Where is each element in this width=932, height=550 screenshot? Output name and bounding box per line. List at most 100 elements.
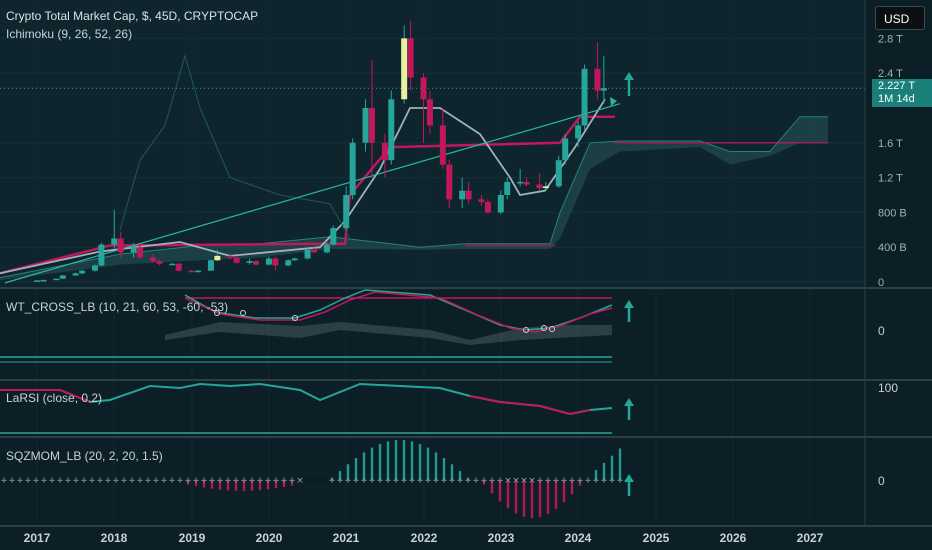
sqz-cross: + bbox=[48, 476, 56, 486]
candle bbox=[207, 259, 214, 271]
sqz-cross: + bbox=[120, 476, 128, 486]
candle-body bbox=[91, 265, 98, 271]
candle-body bbox=[72, 273, 79, 276]
sqz-cross: + bbox=[80, 476, 88, 486]
sqz-momentum-bar bbox=[538, 480, 542, 518]
larsi-line-early bbox=[0, 389, 91, 403]
sqz-momentum-bar bbox=[578, 480, 582, 486]
candle-body bbox=[175, 263, 182, 271]
candle bbox=[426, 90, 433, 135]
sqz-cross: + bbox=[128, 476, 136, 486]
candle-body bbox=[542, 186, 549, 189]
sqz-cross: + bbox=[208, 476, 216, 486]
candle bbox=[79, 269, 86, 275]
candle bbox=[111, 209, 118, 249]
sqz-momentum-bar bbox=[194, 480, 198, 487]
sqz-cross: + bbox=[184, 476, 192, 486]
sqz-up-arrow bbox=[624, 474, 634, 482]
y-tick-label: 2.4 T bbox=[878, 68, 903, 80]
candle bbox=[310, 247, 317, 254]
candle-body bbox=[555, 160, 562, 187]
wt-cross-dot bbox=[523, 327, 529, 333]
candle bbox=[246, 258, 253, 265]
sqz-cross: + bbox=[24, 476, 32, 486]
candle-body bbox=[523, 181, 530, 185]
candle bbox=[517, 168, 524, 187]
sqz-cross: + bbox=[224, 476, 232, 486]
sqz-cross: × bbox=[296, 476, 304, 486]
sqz-cross: + bbox=[352, 476, 360, 486]
sqz-momentum-bar bbox=[202, 480, 206, 488]
candle-body bbox=[465, 190, 472, 200]
wt2-line bbox=[184, 291, 613, 333]
sqz-cross: × bbox=[304, 476, 312, 486]
candle-body bbox=[349, 142, 356, 195]
sqz-cross: + bbox=[400, 476, 408, 486]
candle-body bbox=[291, 258, 298, 261]
sqz-cross: + bbox=[136, 476, 144, 486]
candle bbox=[555, 155, 562, 189]
candle bbox=[594, 42, 601, 100]
sqz-momentum-bar bbox=[506, 480, 510, 509]
candle-body bbox=[79, 270, 86, 274]
sqz-momentum-bar bbox=[530, 480, 534, 518]
sqz-momentum-bar bbox=[402, 440, 406, 480]
sqz-momentum-bar bbox=[186, 480, 190, 485]
sqz-cross: + bbox=[488, 476, 496, 486]
sqz-cross: + bbox=[344, 476, 352, 486]
sqz-cross: + bbox=[616, 476, 624, 486]
sqz-momentum-bar bbox=[242, 480, 246, 491]
sqz-zero-label: 0 bbox=[878, 474, 885, 488]
candle bbox=[420, 73, 427, 143]
sqz-momentum-bar bbox=[250, 480, 254, 491]
sqz-cross: + bbox=[576, 476, 584, 486]
sqz-momentum-bar bbox=[410, 441, 414, 480]
sqz-cross: × bbox=[520, 476, 528, 486]
main-up-arrow bbox=[624, 72, 634, 80]
candle-body bbox=[446, 164, 453, 200]
candle-body bbox=[504, 181, 511, 195]
sqz-cross: + bbox=[16, 476, 24, 486]
x-tick-label: 2022 bbox=[411, 531, 438, 545]
chikou-span bbox=[119, 53, 351, 239]
candle bbox=[362, 99, 369, 152]
candle bbox=[368, 60, 375, 178]
candle bbox=[149, 254, 156, 263]
candle-body bbox=[137, 247, 144, 258]
sqz-cross: + bbox=[88, 476, 96, 486]
candle bbox=[407, 21, 414, 91]
sqz-cross: + bbox=[448, 476, 456, 486]
candle bbox=[98, 242, 105, 267]
sqz-cross: + bbox=[536, 476, 544, 486]
sqz-momentum-bar bbox=[418, 443, 422, 480]
sqz-cross: + bbox=[384, 476, 392, 486]
sqz-cross: + bbox=[552, 476, 560, 486]
sqz-momentum-bar bbox=[466, 478, 470, 480]
sqz-momentum-bar bbox=[562, 480, 566, 503]
sqz-momentum-bar bbox=[330, 478, 334, 480]
candle-body bbox=[272, 258, 279, 266]
candle bbox=[523, 177, 530, 187]
wt-cross-dot bbox=[292, 315, 298, 321]
candle bbox=[459, 177, 466, 209]
sqz-momentum-bar bbox=[602, 462, 606, 480]
wt-zero-label: 0 bbox=[878, 324, 885, 338]
sqz-cross: + bbox=[328, 476, 336, 486]
candle-body bbox=[536, 184, 543, 189]
larsi-up-arrow bbox=[624, 398, 634, 406]
candle bbox=[323, 242, 330, 254]
sqz-momentum-bar bbox=[570, 480, 574, 495]
candle-body bbox=[439, 125, 446, 165]
last-price-tag: 2.227 T 1M 14d bbox=[872, 79, 932, 107]
candle bbox=[195, 269, 202, 273]
sqz-momentum-bar bbox=[354, 457, 358, 480]
candle-body bbox=[575, 125, 582, 139]
candle-body bbox=[188, 270, 195, 273]
currency-button[interactable]: USD bbox=[875, 6, 925, 30]
sqz-cross: × bbox=[512, 476, 520, 486]
wt-cross-dot bbox=[214, 310, 220, 316]
candle-body bbox=[517, 181, 524, 184]
candle bbox=[227, 253, 234, 260]
